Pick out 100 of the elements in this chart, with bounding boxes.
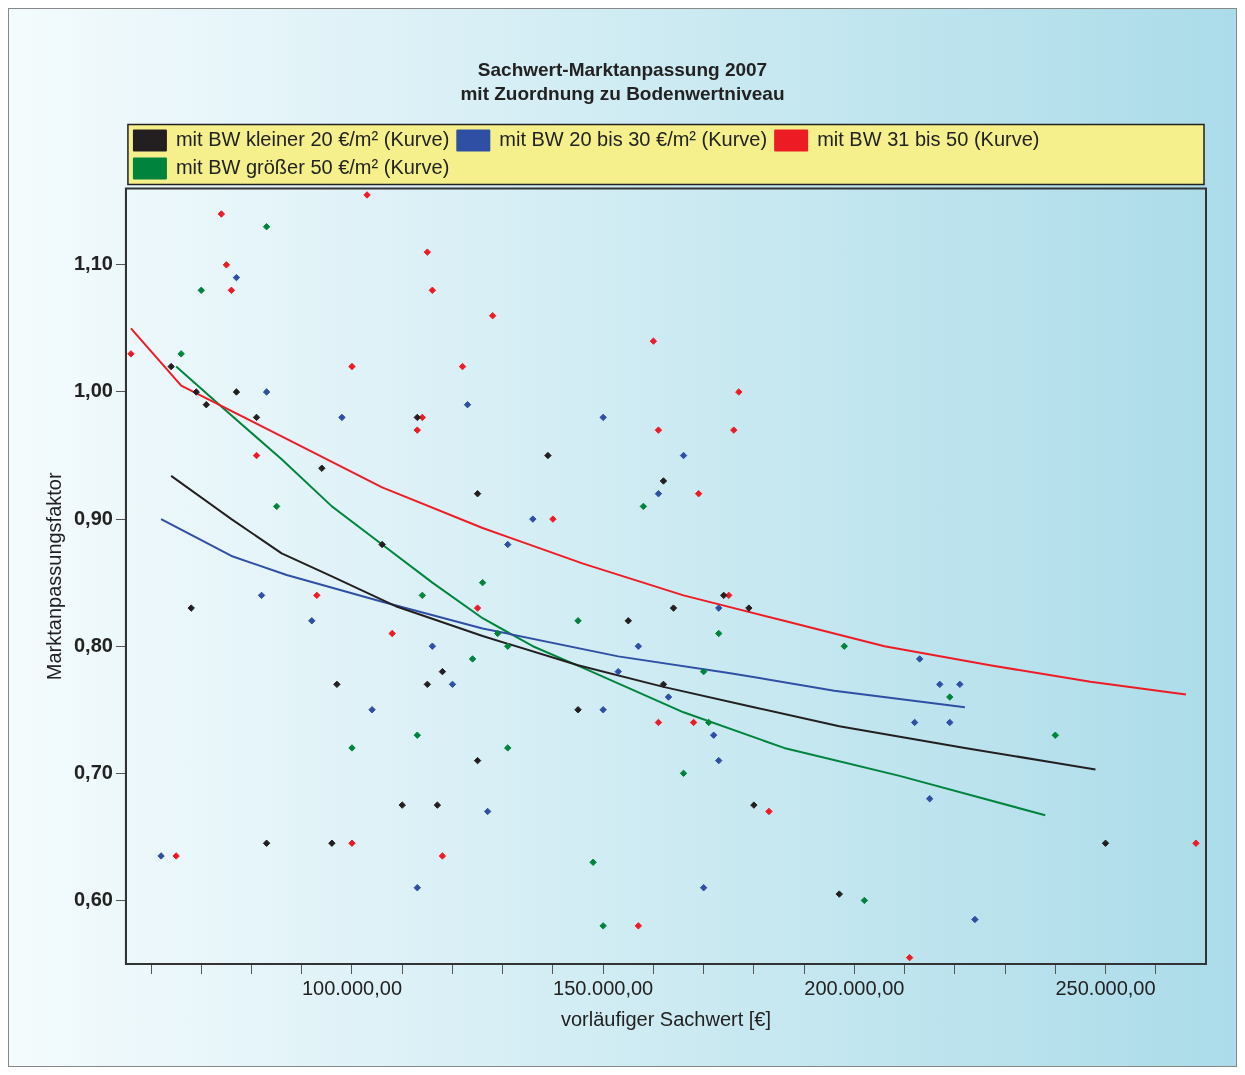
- point: [308, 617, 316, 625]
- point: [328, 839, 336, 847]
- point: [715, 756, 723, 765]
- point: [448, 680, 457, 689]
- point: [348, 744, 356, 752]
- point: [664, 693, 673, 701]
- chart-subtitle: mit Zuordnung zu Bodenwertniveau: [460, 83, 785, 105]
- point: [715, 604, 723, 612]
- point: [915, 655, 924, 663]
- y-axis-title: Marktanpassungsfaktor: [42, 472, 65, 681]
- chart-title: Sachwert-Marktanpassung 2007: [477, 58, 768, 80]
- point: [413, 413, 421, 422]
- point: [735, 388, 743, 396]
- point: [689, 718, 698, 727]
- point: [730, 426, 738, 434]
- point: [504, 642, 512, 650]
- point: [232, 388, 241, 396]
- point: [649, 337, 658, 345]
- point: [574, 617, 582, 625]
- point: [946, 693, 954, 701]
- point: [699, 884, 708, 892]
- y-tick-label: 0,80: [73, 633, 113, 656]
- point: [197, 286, 205, 294]
- point: [423, 248, 432, 256]
- y-tick-label: 1,10: [73, 252, 113, 275]
- point: [589, 858, 597, 867]
- point: [504, 540, 512, 549]
- point: [694, 489, 703, 498]
- point: [202, 401, 210, 409]
- point: [634, 642, 643, 650]
- point: [262, 839, 271, 847]
- legend-label: mit BW kleiner 20 €/m² (Kurve): [175, 128, 450, 151]
- point: [428, 642, 437, 650]
- point: [614, 667, 622, 676]
- point: [704, 718, 713, 727]
- y-tick-label: 0,70: [73, 760, 113, 783]
- point: [669, 604, 678, 612]
- point: [971, 915, 979, 924]
- legend-label: mit BW 20 bis 30 €/m² (Kurve): [499, 128, 768, 151]
- point: [413, 731, 421, 739]
- point: [363, 191, 371, 199]
- point: [127, 350, 135, 358]
- point: [765, 807, 773, 816]
- point: [348, 839, 356, 847]
- point: [388, 629, 396, 638]
- point: [433, 801, 442, 809]
- point: [840, 642, 848, 650]
- point: [378, 540, 386, 549]
- point: [458, 362, 467, 371]
- point: [222, 261, 231, 269]
- point: [493, 629, 502, 638]
- point: [272, 502, 281, 511]
- point: [227, 286, 236, 294]
- point: [398, 801, 406, 809]
- point: [167, 362, 175, 371]
- point: [177, 350, 185, 358]
- point: [529, 515, 537, 523]
- point: [318, 464, 326, 472]
- point: [750, 801, 758, 809]
- point: [679, 769, 688, 778]
- point: [418, 591, 427, 600]
- point: [956, 680, 964, 689]
- point: [413, 426, 421, 434]
- point: [835, 890, 843, 898]
- y-tick-label: 0,60: [73, 887, 113, 910]
- point: [926, 795, 934, 803]
- x-axis-title: vorläufiger Sachwert [€]: [560, 1007, 772, 1030]
- point: [413, 884, 421, 892]
- point: [715, 629, 723, 638]
- point: [679, 451, 688, 460]
- point: [504, 744, 512, 752]
- point: [574, 706, 582, 714]
- point: [438, 667, 447, 676]
- point: [473, 604, 482, 612]
- point: [599, 413, 607, 422]
- point: [599, 922, 607, 930]
- point: [488, 312, 497, 320]
- point: [659, 680, 668, 689]
- legend-label: mit BW größer 50 €/m² (Kurve): [175, 156, 450, 179]
- point: [423, 680, 432, 689]
- point: [252, 413, 261, 422]
- point: [720, 591, 728, 600]
- point: [257, 591, 266, 600]
- point: [745, 604, 753, 612]
- point: [483, 807, 492, 816]
- point: [709, 731, 718, 739]
- point: [252, 451, 261, 460]
- point: [905, 953, 914, 962]
- point: [654, 426, 663, 434]
- point: [659, 477, 668, 485]
- x-tick-label: 250.000,00: [1055, 976, 1156, 999]
- point: [192, 388, 200, 396]
- point: [1192, 839, 1200, 847]
- point: [463, 401, 472, 409]
- point: [313, 591, 321, 600]
- point: [473, 489, 482, 498]
- point: [232, 273, 241, 282]
- point: [338, 413, 346, 422]
- point: [549, 515, 557, 523]
- point: [428, 286, 437, 294]
